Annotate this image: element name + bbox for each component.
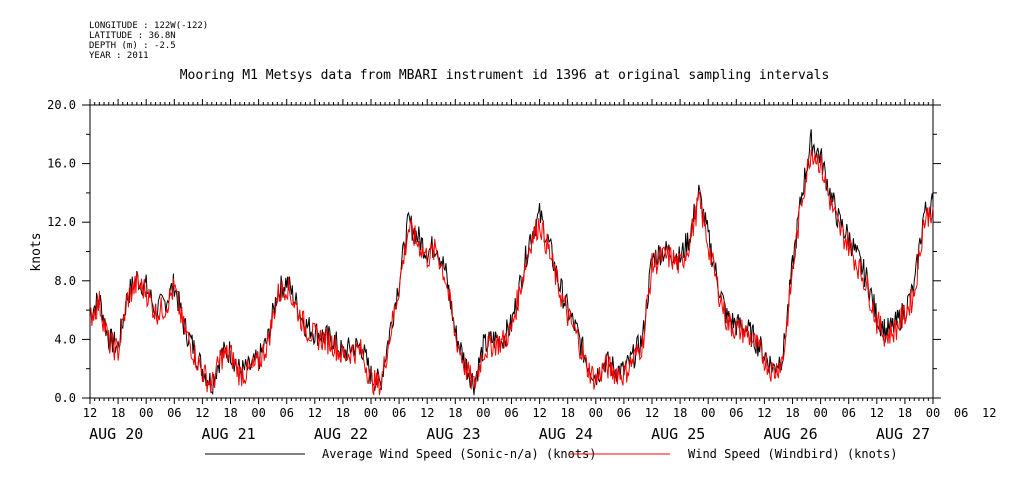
x-tick-label: 12 — [645, 406, 659, 420]
plot-frame — [89, 104, 934, 399]
x-tick-label: 18 — [673, 406, 687, 420]
longitude-text: LONGITUDE : 122W(-122) — [89, 21, 209, 31]
x-tick-label: 06 — [617, 406, 631, 420]
series-average-wind-speed — [89, 129, 934, 396]
x-tick-label: 06 — [279, 406, 293, 420]
x-tick-label: 00 — [813, 406, 827, 420]
axis-ticks — [82, 99, 941, 404]
y-tick-label: 4.0 — [54, 332, 76, 346]
x-tick-label: 06 — [729, 406, 743, 420]
day-label: AUG 27 — [876, 425, 930, 443]
x-tick-label: 18 — [785, 406, 799, 420]
day-label: AUG 21 — [202, 425, 256, 443]
x-tick-label: 12 — [757, 406, 771, 420]
x-tick-label: 18 — [448, 406, 462, 420]
x-tick-label: 18 — [560, 406, 574, 420]
latitude-text: LATITUDE : 36.8N — [89, 31, 176, 41]
x-tick-label: 00 — [364, 406, 378, 420]
legend-label-windbird: Wind Speed (Windbird) (knots) — [688, 447, 898, 461]
station-metadata: LONGITUDE : 122W(-122) LATITUDE : 36.8N … — [89, 21, 208, 61]
year-text: YEAR : 2011 — [89, 51, 149, 61]
x-tick-label: 00 — [589, 406, 603, 420]
day-labels: AUG 20 AUG 21 AUG 22 AUG 23 AUG 24 AUG 25 AUG … — [89, 425, 930, 443]
series-windbird-wind-speed — [89, 149, 934, 396]
day-label: AUG 26 — [764, 425, 818, 443]
x-tick-label: 12 — [532, 406, 546, 420]
day-label: AUG 25 — [651, 425, 705, 443]
y-tick-label: 20.0 — [47, 98, 76, 112]
x-tick-label: 12 — [195, 406, 209, 420]
legend-label-average: Average Wind Speed (Sonic-n/a) (knots) — [322, 447, 597, 461]
x-tick-label: 00 — [251, 406, 265, 420]
x-tick-label: 12 — [870, 406, 884, 420]
y-tick-label: 16.0 — [47, 157, 76, 171]
x-tick-labels: 12 18 00 06 12 18 00 06 12 18 00 06 12 18 00 06 12 18 00 06… — [83, 406, 997, 420]
y-tick-label: 0.0 — [54, 391, 76, 405]
x-tick-label: 00 — [139, 406, 153, 420]
x-tick-label: 06 — [392, 406, 406, 420]
x-tick-label: 18 — [898, 406, 912, 420]
x-tick-label: 18 — [111, 406, 125, 420]
x-tick-label: 12 — [982, 406, 996, 420]
x-tick-label: 00 — [476, 406, 490, 420]
y-axis-title: knots — [29, 232, 44, 271]
x-tick-label: 12 — [308, 406, 322, 420]
y-tick-label: 8.0 — [54, 274, 76, 288]
day-label: AUG 22 — [314, 425, 368, 443]
x-tick-label: 06 — [841, 406, 855, 420]
x-tick-label: 18 — [223, 406, 237, 420]
day-label: AUG 20 — [89, 425, 143, 443]
depth-text: DEPTH (m) : -2.5 — [89, 41, 176, 51]
x-tick-label: 12 — [83, 406, 97, 420]
day-label: AUG 24 — [539, 425, 593, 443]
x-tick-label: 06 — [954, 406, 968, 420]
x-tick-label: 06 — [167, 406, 181, 420]
x-tick-label: 06 — [504, 406, 518, 420]
x-tick-label: 00 — [701, 406, 715, 420]
data-series — [89, 129, 934, 396]
x-tick-label: 00 — [926, 406, 940, 420]
x-tick-label: 18 — [336, 406, 350, 420]
y-tick-label: 12.0 — [47, 215, 76, 229]
chart-title: Mooring M1 Metsys data from MBARI instru… — [179, 68, 830, 83]
y-tick-labels: 0.0 4.0 8.0 12.0 16.0 20.0 — [47, 98, 76, 405]
x-tick-label: 12 — [420, 406, 434, 420]
day-label: AUG 23 — [426, 425, 480, 443]
legend: Average Wind Speed (Sonic-n/a) (knots) W… — [205, 447, 898, 461]
